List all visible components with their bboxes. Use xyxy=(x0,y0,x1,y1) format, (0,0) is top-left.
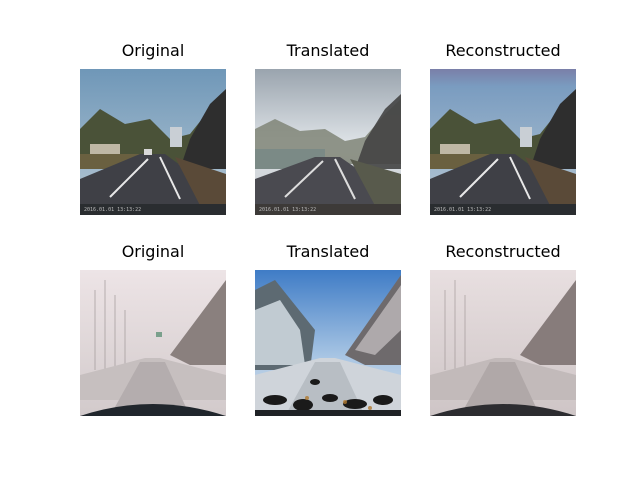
reconstructed-highway-image: 2016.01.01 13:13:22 xyxy=(430,69,576,215)
dashcam-timestamp: 2016.01.01 13:13:22 xyxy=(259,207,316,213)
panel-title: Reconstructed xyxy=(445,242,561,261)
dashcam-image xyxy=(430,270,576,416)
dashcam-image: 2016.01.01 13:13:22 xyxy=(255,69,401,215)
panel-title: Translated xyxy=(286,242,370,261)
snowy-fog-road-image xyxy=(80,270,226,416)
reconstructed-fog-road-image xyxy=(430,270,576,416)
dashcam-image: 2016.01.01 13:13:22 xyxy=(80,69,226,215)
dashcam-image xyxy=(80,270,226,416)
clear-highway-image: 2016.01.01 13:13:22 xyxy=(80,69,226,215)
foggy-highway-image: 2016.01.01 13:13:22 xyxy=(255,69,401,215)
panel-title: Original xyxy=(121,41,185,60)
dashcam-image xyxy=(255,270,401,416)
dashcam-image: 2016.01.01 13:13:22 xyxy=(430,69,576,215)
dashcam-timestamp: 2016.01.01 13:13:22 xyxy=(84,207,141,213)
panel-title: Original xyxy=(121,242,185,261)
snowy-clear-road-image xyxy=(255,270,401,416)
dashcam-timestamp: 2016.01.01 13:13:22 xyxy=(434,207,491,213)
panel-title: Reconstructed xyxy=(445,41,561,60)
panel-title: Translated xyxy=(286,41,370,60)
